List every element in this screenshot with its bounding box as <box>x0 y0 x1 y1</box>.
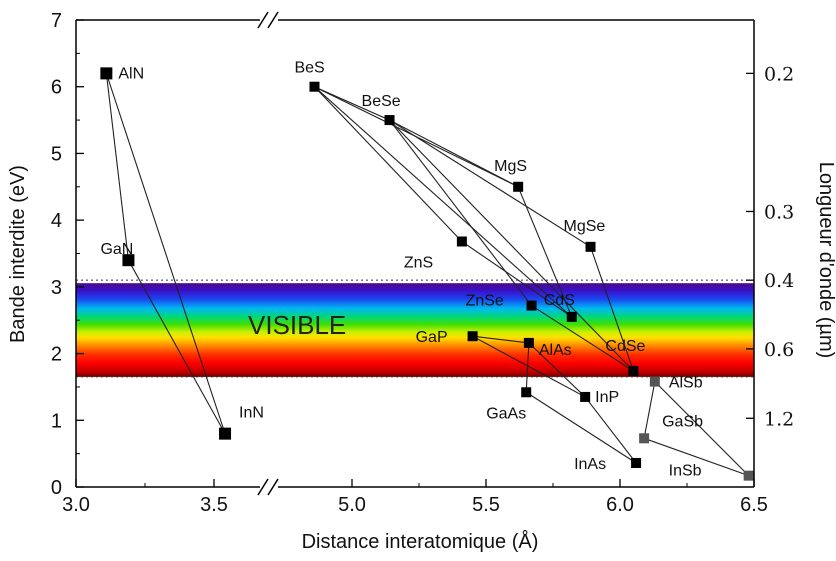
connection-line <box>531 305 634 372</box>
point-bese <box>384 115 395 126</box>
connection-line <box>525 342 530 393</box>
connection-line <box>314 86 463 242</box>
x-tick-label: 6.5 <box>740 494 768 516</box>
point-aln <box>100 67 113 80</box>
point-label-cdse: CdSe <box>605 338 645 355</box>
point-inn <box>219 427 232 440</box>
connection-line <box>584 396 637 464</box>
point-inas <box>631 457 642 468</box>
y-tick-label: 4 <box>51 210 62 232</box>
x-tick-label: 3.5 <box>200 494 228 516</box>
connection-line <box>127 259 226 434</box>
point-label-bese: BeSe <box>362 93 401 110</box>
connection-line <box>643 437 749 477</box>
x-tick-label: 5.5 <box>472 494 500 516</box>
point-label-aln: AlN <box>118 65 144 82</box>
point-label-bes: BeS <box>294 60 324 77</box>
connection-line <box>643 381 656 439</box>
y-axis-title: Bande interdite (eV) <box>7 165 29 343</box>
point-label-gasb: GaSb <box>662 413 703 430</box>
axis-break-mark <box>267 11 279 29</box>
y-tick-label: 7 <box>51 10 62 32</box>
point-gan <box>122 254 135 267</box>
connection-line <box>461 241 573 318</box>
connection-line <box>654 381 750 477</box>
visible-spectrum-band <box>76 283 754 377</box>
visible-band-label: VISIBLE <box>248 310 346 340</box>
y-tick-label: 1 <box>51 410 62 432</box>
point-label-inn: InN <box>239 405 264 422</box>
connection-line <box>525 391 637 464</box>
x-tick-label: 3.0 <box>62 494 90 516</box>
point-label-inas: InAs <box>574 456 606 473</box>
point-mgse <box>585 241 596 252</box>
point-label-gaas: GaAs <box>486 405 526 422</box>
y-tick-label: 6 <box>51 77 62 99</box>
point-label-cds: CdS <box>544 292 575 309</box>
connection-line <box>472 335 586 398</box>
y-tick-label: 0 <box>51 477 62 499</box>
axis-break-mark <box>257 478 269 496</box>
connection-line <box>105 73 226 434</box>
y2-tick-label: 0.2 <box>764 63 794 85</box>
y2-tick-label: 0.3 <box>764 201 794 223</box>
connection-line <box>528 342 586 398</box>
point-cdse <box>628 365 639 376</box>
connection-line <box>517 186 573 318</box>
point-label-znse: ZnSe <box>466 293 504 310</box>
point-insb <box>743 470 754 481</box>
connection-line <box>389 119 634 372</box>
point-inp <box>580 391 591 402</box>
y-tick-label: 2 <box>51 344 62 366</box>
connection-line <box>389 119 532 306</box>
point-label-gan: GaN <box>100 241 133 258</box>
connection-line <box>389 119 591 248</box>
x-tick-label: 6.0 <box>606 494 634 516</box>
y-tick-label: 5 <box>51 143 62 165</box>
point-zns <box>456 236 467 247</box>
axis-break-mark <box>257 11 269 29</box>
point-gap <box>467 331 478 342</box>
connection-line <box>105 73 129 261</box>
point-znse <box>526 300 537 311</box>
point-gaas <box>521 387 532 398</box>
point-label-insb: InSb <box>669 463 702 480</box>
y2-tick-label: 0.4 <box>764 270 794 292</box>
point-alas <box>523 337 534 348</box>
y2-axis-title: Longueur d'onde (µm) <box>815 162 836 359</box>
point-bes <box>309 81 320 92</box>
point-label-alas: AlAs <box>539 342 572 359</box>
point-label-alsb: AlSb <box>669 375 703 392</box>
point-label-mgs: MgS <box>494 158 527 175</box>
y2-tick-label: 0.6 <box>764 339 794 361</box>
point-label-gap: GaP <box>416 329 448 346</box>
y2-tick-label: 1.2 <box>764 408 794 430</box>
point-label-inp: InP <box>595 389 619 406</box>
connection-line <box>590 246 634 372</box>
point-mgs <box>513 181 524 192</box>
connection-line <box>389 119 519 188</box>
x-axis-title: Distance interatomique (Å) <box>302 530 539 553</box>
x-tick-label: 5.0 <box>338 494 366 516</box>
point-label-mgse: MgSe <box>564 218 606 235</box>
point-label-zns: ZnS <box>404 254 433 271</box>
y-tick-label: 3 <box>51 277 62 299</box>
point-gasb <box>639 433 650 444</box>
connection-line <box>472 335 529 344</box>
point-cds <box>566 311 577 322</box>
connection-line <box>314 86 573 318</box>
axis-break-mark <box>267 478 279 496</box>
point-alsb <box>649 376 660 387</box>
